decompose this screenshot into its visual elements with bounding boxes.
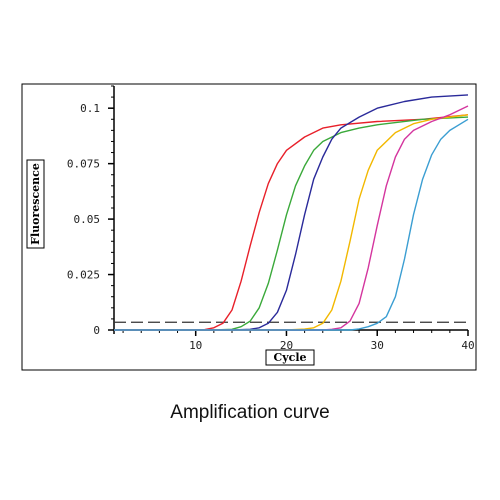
tick-labels: 0 0.025 0.05 0.075 0.1 10 20 30 40 (67, 102, 475, 352)
y-tick-label: 0.075 (67, 158, 100, 171)
tick-marks (108, 85, 469, 336)
series-lines (114, 94, 469, 331)
x-axis-title: Cycle (273, 351, 306, 364)
y-axis-title-box: Fluorescence (26, 159, 45, 249)
y-tick-label: 0.025 (67, 269, 100, 282)
y-axis-title: Fluorescence (29, 163, 42, 245)
x-tick-label: 30 (371, 339, 384, 352)
y-tick-label: 0 (93, 324, 100, 337)
x-tick-label: 40 (461, 339, 474, 352)
y-tick-label: 0.05 (74, 213, 101, 226)
figure-caption: Amplification curve (170, 402, 330, 423)
x-axis-title-box: Cycle (265, 349, 315, 366)
x-tick-label: 10 (189, 339, 202, 352)
x-tick-label: 20 (280, 339, 293, 352)
series-line-6 (114, 118, 469, 331)
y-tick-label: 0.1 (80, 102, 100, 115)
